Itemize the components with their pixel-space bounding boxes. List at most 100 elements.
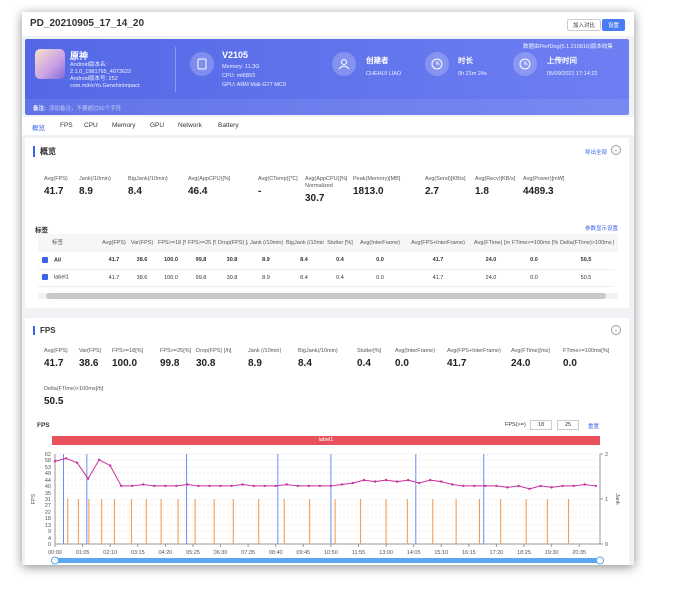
table-cell: 100.0 — [156, 269, 186, 286]
fps-point — [76, 462, 78, 464]
metric-value: - — [258, 186, 305, 197]
metric: FPS>=18[%]100.0 — [112, 348, 160, 369]
y-tick-label: 9 — [48, 529, 51, 535]
checkbox[interactable] — [42, 257, 48, 263]
device-info-line: CPU: mt6893 — [222, 72, 286, 81]
threshold-input[interactable]: 25 — [557, 420, 579, 430]
cell-text: 0.4 — [336, 257, 344, 263]
cell-text: 99.8 — [196, 257, 207, 263]
remark-input[interactable]: 添加备注，不要超过50个字符 — [49, 104, 121, 112]
app-icon — [35, 49, 65, 79]
reset-link[interactable]: 重置 — [588, 422, 599, 430]
app-info-line: 2.1.0_1981765_4073622 — [70, 69, 140, 76]
column-header: Var(FPS) — [128, 234, 156, 252]
export-link[interactable]: 导出全部 — [585, 148, 607, 156]
cell-text: 24.0 — [486, 257, 497, 263]
app-info: Android版本名:2.1.0_1981765_4073622Android版… — [70, 62, 140, 90]
fps-point — [175, 485, 177, 487]
upload-icon — [513, 52, 537, 76]
metric: Avg(Power)[mW]4489.3 — [523, 176, 600, 197]
tab[interactable]: 概览 — [32, 122, 45, 132]
metric-value: 41.7 — [44, 358, 79, 369]
metric-value: 8.4 — [128, 186, 188, 197]
tab[interactable]: Memory — [112, 122, 135, 129]
column-header: FPS>=25 [%] — [186, 234, 216, 252]
table-cell: 0.0 — [510, 252, 558, 269]
cell-text: 30.8 — [227, 275, 238, 281]
display-settings-link[interactable]: 参数显示设置 — [585, 224, 618, 232]
x-tick-label: 15:10 — [434, 550, 448, 556]
fps-point — [142, 483, 144, 485]
metric-label: Peak(Memory)[MB] — [353, 176, 425, 183]
header-row: 标签Avg(FPS)Var(FPS)FPS>=18 [%]FPS>=25 [%]… — [38, 234, 618, 252]
metric: Delta(FTime)>100ms[/h]50.5 — [44, 386, 134, 407]
x-tick-label: 09:45 — [296, 550, 310, 556]
x-tick-label: 01:05 — [76, 550, 90, 556]
slider-handle[interactable] — [52, 557, 59, 564]
fps-point — [517, 485, 519, 487]
fps-point — [319, 485, 321, 487]
table-cell: All — [38, 252, 100, 269]
table-cell: 41.7 — [404, 252, 472, 269]
metric-label: Drop(FPS) [/h] — [196, 348, 248, 355]
chart-title: FPS — [37, 422, 50, 429]
x-tick-label: 08:40 — [269, 550, 283, 556]
table-cell: 38.6 — [128, 252, 156, 269]
settings-button[interactable]: 设置 — [602, 19, 625, 31]
label-bar: label1 — [52, 436, 600, 445]
tab[interactable]: CPU — [84, 122, 98, 129]
y-tick-label: 27 — [45, 503, 51, 509]
cell-text: 38.6 — [137, 257, 148, 263]
scroll-thumb[interactable] — [46, 293, 606, 299]
icon — [197, 58, 207, 70]
metric-label: Avg(FPS) — [44, 348, 79, 355]
column-header: Drop(FPS) [/h] — [216, 234, 248, 252]
fps-point — [440, 480, 442, 482]
cell-text: label1 — [54, 275, 69, 281]
fps-point — [208, 485, 210, 487]
section-title: 概览 — [33, 146, 56, 157]
metric: Avg(Send)[KB/s]2.7 — [425, 176, 475, 197]
collapse-button[interactable]: ⌄ — [611, 325, 621, 335]
remark-label: 备注: — [33, 104, 46, 112]
metric: Avg(AppCPU)[%]46.4 — [188, 176, 258, 197]
fps-point — [308, 485, 310, 487]
cell-text: 100.0 — [164, 275, 178, 281]
overview-card: 概览 导出全部 ⌄ Avg(FPS)41.7Jank(/10min)8.9Big… — [25, 138, 629, 308]
fps-point — [153, 485, 155, 487]
checkbox[interactable] — [42, 274, 48, 280]
creator-value: CHEHUI LIAO — [366, 71, 401, 77]
threshold-input[interactable]: 18 — [530, 420, 552, 430]
column-header: Avg(InterFrame) — [356, 234, 404, 252]
tab[interactable]: FPS — [60, 122, 73, 129]
fps-point — [539, 485, 541, 487]
y-tick-label: 35 — [45, 491, 51, 497]
tab[interactable]: GPU — [150, 122, 164, 129]
metric-value: 8.4 — [298, 358, 357, 369]
table-cell: 0.4 — [324, 252, 356, 269]
creator-icon — [332, 52, 356, 76]
scrollbar[interactable] — [38, 293, 618, 299]
metric: Avg(FPS+InterFrame)41.7 — [447, 348, 511, 369]
y-axis-label: FPS — [31, 493, 37, 504]
y-tick-label: 13 — [45, 523, 51, 529]
slider-handle[interactable] — [597, 557, 604, 564]
tab[interactable]: Battery — [218, 122, 239, 129]
column-header: FPS>=18 [%] — [156, 234, 186, 252]
tab[interactable]: Network — [178, 122, 202, 129]
column-header: Delta(FTime)>100ms [/h] — [558, 234, 614, 252]
collapse-button[interactable]: ⌄ — [611, 145, 621, 155]
y-tick-label: 4 — [48, 536, 51, 542]
cell-text: 41.7 — [433, 275, 444, 281]
compare-button[interactable]: 加入对比 — [567, 19, 601, 31]
fps-point — [407, 479, 409, 481]
metric: Stutter[%]0.4 — [357, 348, 395, 369]
x-tick-label: 03:15 — [131, 550, 145, 556]
x-tick-label: 13:00 — [379, 550, 393, 556]
duration-value: 0h 21m 24s — [458, 71, 487, 77]
table-cell: 0.0 — [356, 252, 404, 269]
metric-label: Avg(Power)[mW] — [523, 176, 600, 183]
metric-value: 38.6 — [79, 358, 112, 369]
column-header: Jank (/10min) — [248, 234, 284, 252]
